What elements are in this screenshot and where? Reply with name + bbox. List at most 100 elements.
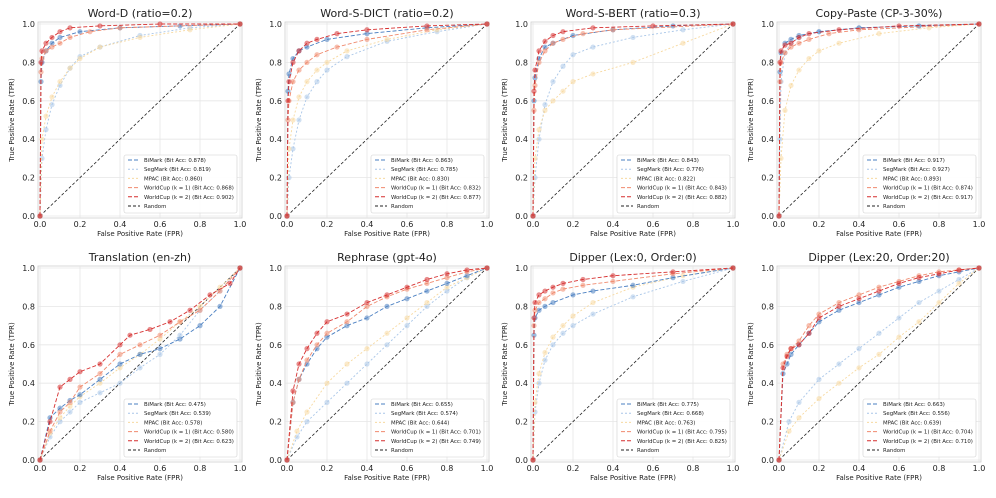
roc-point-segmark [680, 278, 686, 285]
roc-curve-worldcup_k2 [778, 267, 980, 461]
legend-label-worldcup_k1: WorldCup (k = 1) (Bit Acc: 0.832) [391, 186, 481, 192]
roc-point-worldcup_k1 [532, 307, 538, 313]
legend-label-worldcup_k2: WorldCup (k = 2) (Bit Acc: 0.902) [144, 195, 234, 201]
legend-label-random: Random [391, 448, 413, 454]
roc-point-worldcup_k1 [57, 40, 63, 46]
roc-point-worldcup_k2 [334, 30, 340, 37]
roc-point-worldcup_k1 [364, 303, 370, 309]
roc-point-worldcup_k1 [836, 299, 842, 306]
roc-point-worldcup_k1 [290, 399, 296, 405]
roc-point-worldcup_k2 [57, 384, 63, 390]
roc-point-bimark [542, 44, 548, 50]
roc-point-mpac [536, 127, 542, 133]
roc-point-mpac [364, 346, 370, 352]
roc-point-segmark [856, 346, 862, 352]
roc-point-mpac [324, 380, 330, 386]
roc-point-worldcup_k2 [304, 40, 310, 46]
roc-point-mpac [570, 79, 576, 85]
roc-point-segmark [43, 127, 49, 133]
roc-point-mpac [314, 67, 320, 73]
roc-point-worldcup_k2 [296, 361, 302, 367]
roc-point-mpac [97, 44, 103, 50]
y-tick-label: 0.2 [761, 174, 774, 183]
x-tick-label: 0.4 [361, 464, 374, 473]
legend-label-mpac: MPAC (Bit Acc: 0.830) [391, 176, 449, 182]
roc-point-mpac [680, 273, 686, 279]
roc-point-bimark [364, 315, 370, 321]
x-tick-label: 0.6 [401, 464, 414, 473]
y-tick-label: 1.0 [761, 20, 774, 29]
roc-point-worldcup_k1 [826, 30, 832, 37]
roc-point-segmark [536, 380, 542, 386]
legend-label-segmark: SegMark (Bit Acc: 0.776) [637, 167, 704, 173]
roc-point-mpac [384, 330, 390, 336]
roc-point-worldcup_k1 [856, 292, 862, 298]
roc-point-worldcup_k1 [816, 311, 822, 317]
legend-label-worldcup_k2: WorldCup (k = 2) (Bit Acc: 0.749) [391, 439, 481, 445]
roc-point-worldcup_k2 [530, 213, 536, 219]
legend-label-random: Random [883, 448, 905, 454]
x-tick-label: 0.8 [441, 464, 454, 473]
roc-point-worldcup_k2 [227, 280, 233, 286]
roc-panel: 0.00.0 0.2 0.2 0.4 0.4 0.6 0.6 0.8 0.8 1.0 1.0 Reph… [255, 251, 493, 482]
x-axis-label: False Positive Rate (FPR) [97, 474, 183, 482]
roc-point-worldcup_k2 [956, 267, 962, 273]
roc-point-mpac [344, 48, 350, 54]
roc-point-bimark [344, 323, 350, 329]
y-tick-label: 0.0 [22, 212, 35, 221]
roc-panel: 0.00.0 0.2 0.2 0.4 0.4 0.6 0.6 0.8 0.8 1.0 1.0 Tran… [8, 251, 246, 482]
roc-point-worldcup_k2 [976, 265, 982, 271]
roc-point-worldcup_k2 [284, 213, 290, 219]
random-baseline [39, 267, 241, 461]
x-tick-label: 0.2 [813, 464, 826, 473]
legend-label-random: Random [144, 204, 166, 210]
y-tick-label: 0.6 [761, 341, 774, 350]
roc-point-segmark [304, 419, 310, 425]
legend-box [862, 398, 977, 458]
roc-point-worldcup_k1 [296, 376, 302, 382]
roc-point-worldcup_k1 [876, 284, 882, 290]
y-tick-label: 0.4 [761, 379, 774, 388]
legend-box [862, 154, 977, 214]
roc-point-bimark [117, 361, 123, 367]
roc-point-segmark [936, 288, 942, 294]
panel-title: Dipper (Lex:0, Order:0) [569, 251, 696, 264]
roc-point-worldcup_k2 [404, 284, 410, 290]
roc-point-worldcup_k2 [364, 27, 370, 33]
roc-point-worldcup_k2 [530, 457, 536, 463]
roc-point-worldcup_k1 [560, 286, 566, 292]
roc-curve-segmark [778, 23, 980, 217]
roc-point-worldcup_k1 [137, 342, 143, 348]
roc-point-mpac [590, 71, 596, 77]
roc-panel: 0.00.0 0.2 0.2 0.4 0.4 0.6 0.6 0.8 0.8 1.0 1.0 Dipp… [501, 251, 739, 482]
roc-point-segmark [570, 323, 576, 329]
roc-point-segmark [290, 146, 296, 152]
x-tick-label: 0.4 [607, 220, 620, 229]
x-tick-label: 0.6 [154, 220, 167, 229]
legend-label-segmark: SegMark (Bit Acc: 0.668) [637, 411, 704, 417]
roc-panel: 0.00.0 0.2 0.2 0.4 0.4 0.6 0.6 0.8 0.8 1.0 1.0 Word… [8, 7, 246, 238]
roc-point-worldcup_k2 [876, 288, 882, 294]
y-axis-label: True Positive Rate (TPR) [501, 78, 509, 163]
roc-point-worldcup_k1 [43, 48, 49, 54]
roc-point-segmark [364, 361, 370, 367]
y-tick-label: 0.6 [22, 97, 35, 106]
roc-point-mpac [77, 55, 83, 62]
roc-point-worldcup_k2 [67, 25, 73, 31]
roc-point-worldcup_k1 [304, 59, 310, 65]
legend-box [616, 398, 731, 458]
roc-point-worldcup_k1 [324, 330, 330, 336]
roc-point-worldcup_k2 [67, 376, 73, 382]
y-tick-label: 0.8 [22, 58, 35, 67]
roc-point-worldcup_k2 [796, 34, 802, 41]
legend-label-worldcup_k2: WorldCup (k = 2) (Bit Acc: 0.917) [883, 195, 973, 201]
roc-point-worldcup_k1 [67, 399, 73, 405]
x-tick-label: 0.0 [773, 220, 786, 229]
roc-point-bimark [324, 36, 330, 42]
roc-point-mpac [786, 428, 792, 434]
roc-point-mpac [796, 415, 802, 421]
roc-point-mpac [550, 334, 556, 340]
roc-point-worldcup_k2 [730, 21, 736, 27]
roc-point-worldcup_k2 [167, 319, 173, 325]
roc-point-worldcup_k2 [796, 342, 802, 348]
